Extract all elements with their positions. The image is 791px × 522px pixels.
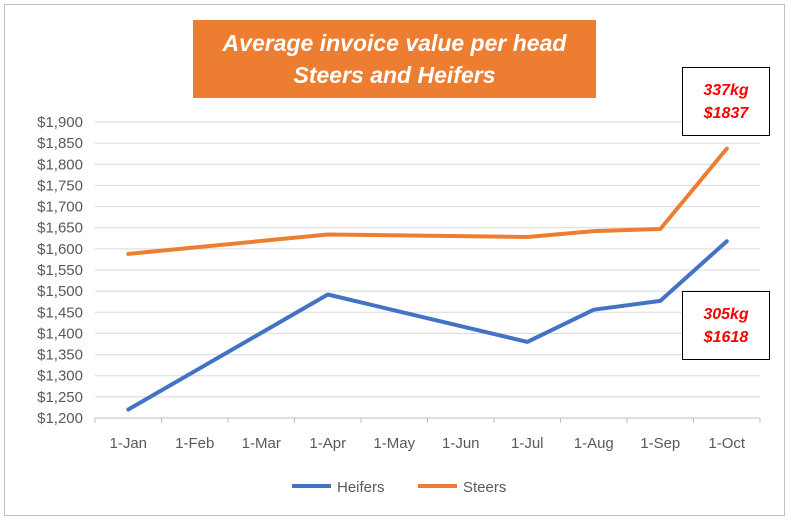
y-tick-label: $1,800 (37, 156, 83, 173)
series-line-steers (126, 146, 729, 256)
y-tick-label: $1,400 (37, 325, 83, 342)
legend: Heifers Steers (292, 479, 506, 496)
y-tick-label: $1,250 (37, 389, 83, 406)
chart-title-line-2: Steers and Heifers (293, 62, 496, 88)
x-tick-label: 1-Jun (442, 435, 480, 452)
x-tick-label: 1-Feb (175, 435, 214, 452)
x-tick-label: 1-Aug (574, 435, 614, 452)
x-tick-label: 1-Apr (309, 435, 346, 452)
y-tick-label: $1,750 (37, 177, 83, 194)
x-tick-label: 1-Jul (511, 435, 544, 452)
y-tick-label: $1,500 (37, 283, 83, 300)
steers-annotation: 337kg $1837 (682, 67, 770, 136)
y-tick-label: $1,600 (37, 241, 83, 258)
x-tick-label: 1-Sep (640, 435, 680, 452)
x-tick-label: 1-Mar (242, 435, 281, 452)
y-tick-label: $1,550 (37, 262, 83, 279)
steers-value-label: $1837 (703, 104, 749, 122)
chart-title-line-1: Average invoice value per head (222, 30, 567, 56)
x-tick-label: 1-Jan (109, 435, 147, 452)
y-tick-label: $1,450 (37, 304, 83, 321)
legend-heifers-label: Heifers (337, 479, 385, 496)
x-axis-tick-labels: 1-Jan 1-Feb 1-Mar 1-Apr 1-May 1-Jun 1-Jul 1-Aug… (94, 418, 761, 452)
chart-title: Average invoice value per head Steers an… (193, 20, 596, 98)
gridlines (95, 121, 760, 419)
y-tick-label: $1,850 (37, 135, 83, 152)
y-tick-label: $1,350 (37, 347, 83, 364)
heifers-weight-label: 305kg (703, 305, 749, 323)
y-tick-label: $1,700 (37, 199, 83, 216)
x-tick-label: 1-May (373, 435, 415, 452)
y-tick-label: $1,200 (37, 410, 83, 427)
y-tick-label: $1,650 (37, 220, 83, 237)
x-tick-label: 1-Oct (708, 435, 746, 452)
y-axis-tick-labels: $1,200 $1,250 $1,300 $1,350 $1,400 $1,450 $1,5… (37, 114, 83, 427)
series-lines (126, 146, 729, 412)
heifers-annotation: 305kg $1618 (682, 291, 770, 360)
legend-steers-label: Steers (463, 479, 506, 496)
heifers-value-label: $1618 (703, 328, 749, 346)
y-tick-label: $1,900 (37, 114, 83, 131)
steers-weight-label: 337kg (703, 81, 749, 99)
y-tick-label: $1,300 (37, 368, 83, 385)
series-line-heifers (126, 239, 729, 412)
